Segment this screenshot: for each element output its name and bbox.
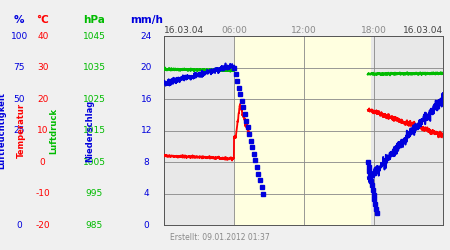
Text: mm/h: mm/h — [130, 15, 163, 25]
Text: Niederschlag: Niederschlag — [86, 100, 94, 162]
Text: 985: 985 — [86, 220, 103, 230]
Text: 1035: 1035 — [83, 63, 106, 72]
Text: 75: 75 — [14, 63, 25, 72]
Text: %: % — [14, 15, 25, 25]
Text: 0: 0 — [144, 220, 149, 230]
Text: 1025: 1025 — [83, 95, 106, 104]
Text: 1005: 1005 — [83, 158, 106, 166]
Text: Erstellt: 09.01.2012 01:37: Erstellt: 09.01.2012 01:37 — [170, 232, 270, 241]
Text: 20: 20 — [37, 95, 49, 104]
Bar — [234, 36, 371, 225]
Text: °C: °C — [36, 15, 49, 25]
Text: 16: 16 — [140, 95, 152, 104]
Text: 995: 995 — [86, 189, 103, 198]
Text: 1045: 1045 — [83, 32, 106, 41]
Text: Luftfeuchtigkeit: Luftfeuchtigkeit — [0, 92, 7, 169]
Text: -20: -20 — [36, 220, 50, 230]
Text: 0: 0 — [17, 220, 22, 230]
Text: Luftdruck: Luftdruck — [50, 108, 58, 154]
Text: 1015: 1015 — [83, 126, 106, 135]
Text: 30: 30 — [37, 63, 49, 72]
Text: 20: 20 — [140, 63, 152, 72]
Text: hPa: hPa — [84, 15, 105, 25]
Text: 8: 8 — [144, 158, 149, 166]
Text: 0: 0 — [40, 158, 45, 166]
Text: 4: 4 — [144, 189, 149, 198]
Text: 100: 100 — [11, 32, 28, 41]
Text: 16.03.04: 16.03.04 — [164, 26, 204, 35]
Text: 16.03.04: 16.03.04 — [403, 26, 443, 35]
Text: Temperatur: Temperatur — [17, 103, 26, 158]
Text: 10: 10 — [37, 126, 49, 135]
Text: -10: -10 — [36, 189, 50, 198]
Text: 40: 40 — [37, 32, 49, 41]
Text: 50: 50 — [14, 95, 25, 104]
Text: 12: 12 — [140, 126, 152, 135]
Text: 24: 24 — [140, 32, 152, 41]
Text: 25: 25 — [14, 126, 25, 135]
